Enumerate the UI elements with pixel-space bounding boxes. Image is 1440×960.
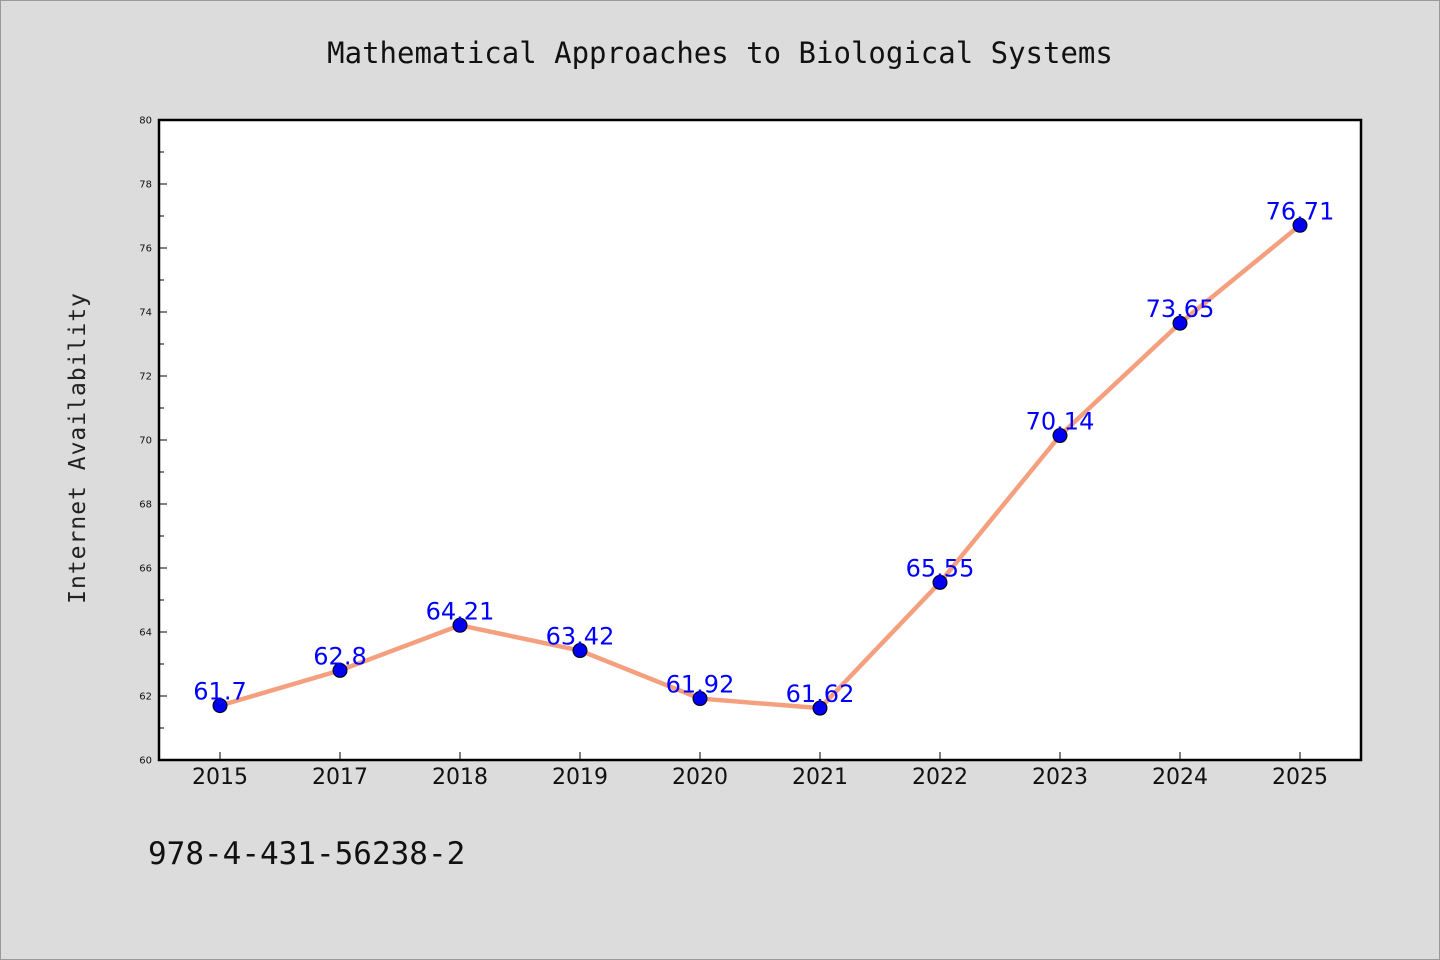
y-tick-label: 78 [139,180,152,191]
data-point-marker [1052,428,1068,444]
data-label: 70.14 [1026,408,1095,436]
y-tick-label: 72 [139,372,152,383]
y-tick-label: 66 [139,564,152,575]
x-tick-label: 2019 [552,765,608,790]
y-tick-label: 80 [139,116,152,127]
data-label: 61.62 [786,680,855,708]
y-tick-label: 70 [139,436,152,447]
series-line-group [212,217,1308,716]
plot-area [157,118,1363,762]
data-point-marker [692,691,708,707]
chart-title: Mathematical Approaches to Biological Sy… [327,36,1113,70]
y-tick-label: 76 [139,244,152,255]
data-label: 61.7 [193,678,246,706]
data-point-marker [812,700,828,716]
data-label: 76.71 [1266,197,1335,225]
data-point-marker [452,617,468,633]
y-axis-label: Internet Availability [65,292,91,604]
x-tick-label: 2021 [792,765,848,790]
y-tick-label: 68 [139,500,152,511]
data-label: 64.21 [426,597,495,625]
data-label: 65.55 [906,554,975,582]
x-tick-label: 2015 [192,765,248,790]
x-tick-label: 2018 [432,765,488,790]
data-point-marker [1292,217,1308,233]
y-tick-label: 74 [139,308,152,319]
y-tick-label: 60 [139,756,152,767]
footer-isbn: 978-4-431-56238-2 [148,836,465,872]
data-label: 63.42 [546,623,615,651]
data-label: 61.92 [666,671,735,699]
data-labels-group: 61.7 62.8 64.21 63.42 61.92 61.62 65.55 70.14 73… [193,197,1334,708]
x-tick-label: 2022 [912,765,968,790]
x-tick-label: 2025 [1272,765,1328,790]
data-point-marker [572,643,588,659]
y-tick-label: 62 [139,692,152,703]
x-tick-label: 2020 [672,765,728,790]
data-label: 62.8 [313,642,366,670]
x-tick-label: 2023 [1032,765,1088,790]
data-point-marker [932,574,948,590]
x-tick-label: 2024 [1152,765,1208,790]
x-tick-label: 2017 [312,765,368,790]
data-point-marker [332,662,348,678]
y-tick-label: 64 [139,628,152,639]
y-axis-ticks: 60 62 64 66 68 70 72 74 76 78 80 [139,116,167,767]
data-label: 73.65 [1146,295,1215,323]
series-line [217,223,1303,711]
data-point-marker [1172,315,1188,331]
x-axis-ticks: 2015 2017 2018 2019 2020 2021 2022 2023 2024 2025 [192,752,1328,790]
data-point-marker [212,698,228,714]
